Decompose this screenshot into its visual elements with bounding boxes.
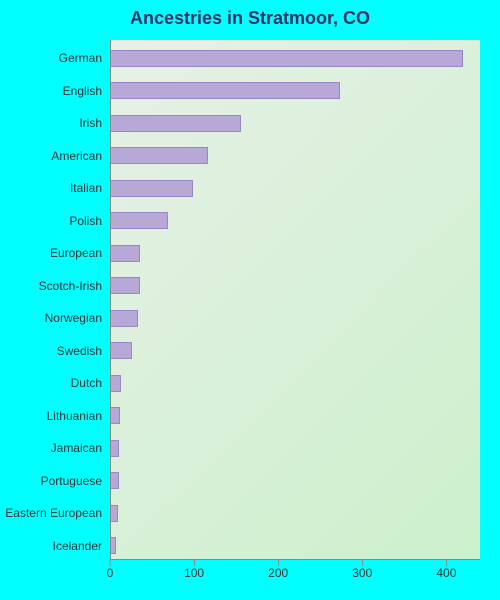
x-tick-label: 200 — [268, 566, 288, 580]
bar — [111, 180, 193, 197]
plot-area — [110, 40, 480, 560]
y-tick-label: Dutch — [0, 376, 102, 390]
bar — [111, 440, 119, 457]
y-tick-label: Eastern European — [0, 506, 102, 520]
x-tick-label: 100 — [184, 566, 204, 580]
bar — [111, 375, 121, 392]
y-tick-label: Italian — [0, 181, 102, 195]
y-tick-label: European — [0, 246, 102, 260]
bar — [111, 147, 208, 164]
y-tick-label: Portuguese — [0, 474, 102, 488]
bar — [111, 537, 116, 554]
bar — [111, 342, 132, 359]
y-tick-label: Icelander — [0, 539, 102, 553]
y-tick-label: Norwegian — [0, 311, 102, 325]
y-tick-label: English — [0, 84, 102, 98]
x-tick-label: 300 — [352, 566, 372, 580]
y-tick-label: Scotch-Irish — [0, 279, 102, 293]
y-tick-label: Irish — [0, 116, 102, 130]
y-tick-label: German — [0, 51, 102, 65]
bar — [111, 212, 168, 229]
x-tick-label: 0 — [107, 566, 114, 580]
bar — [111, 82, 340, 99]
y-tick-label: American — [0, 149, 102, 163]
bar — [111, 50, 463, 67]
chart-title: Ancestries in Stratmoor, CO — [0, 8, 500, 29]
bar — [111, 505, 118, 522]
x-tick-label: 400 — [436, 566, 456, 580]
y-tick-label: Swedish — [0, 344, 102, 358]
y-tick-label: Polish — [0, 214, 102, 228]
bar — [111, 115, 241, 132]
bar — [111, 407, 120, 424]
y-tick-label: Lithuanian — [0, 409, 102, 423]
x-axis-ticks: 0 100 200 300 400 — [110, 560, 480, 590]
y-tick-label: Jamaican — [0, 441, 102, 455]
bar — [111, 310, 138, 327]
bar — [111, 472, 119, 489]
bar — [111, 245, 140, 262]
bar — [111, 277, 140, 294]
